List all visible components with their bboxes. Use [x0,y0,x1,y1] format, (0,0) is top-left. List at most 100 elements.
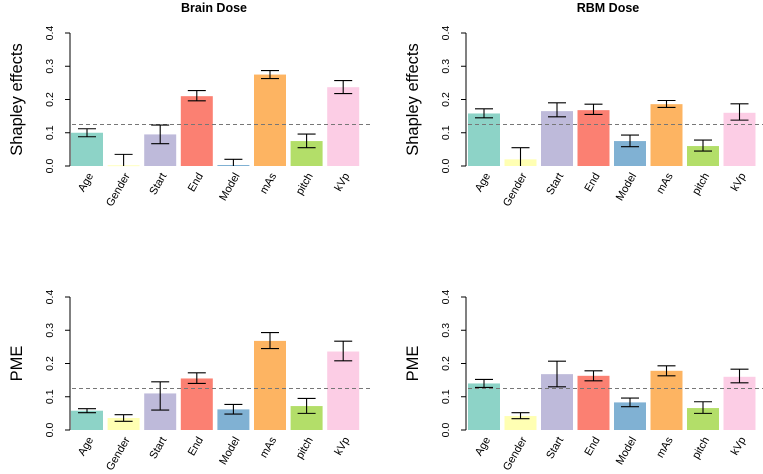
category-label-gender: Gender [501,171,530,209]
category-label-age: Age [473,435,493,458]
error-bar-model [621,397,639,408]
y-tick-label: 0.4 [440,26,452,41]
error-bar-start [151,381,170,411]
error-bar-end [584,103,603,116]
error-bar-mas [657,99,676,109]
y-tick-label: 0.3 [440,323,452,338]
error-bar-mas [261,70,279,80]
y-tick-label: 0.4 [440,290,452,305]
bar-mas [254,340,286,430]
y-tick-label: 0.3 [44,59,56,74]
error-bar-age [475,108,493,119]
y-tick-label: 0.2 [44,356,56,371]
y-tick-label: 0.0 [440,423,452,438]
error-bar-start [548,360,566,388]
error-bar-pitch [297,133,316,149]
y-tick-label: 0.2 [440,92,452,107]
bar-age [468,383,500,430]
y-axis-label: Shapley effects [404,43,422,156]
bar-kvp [327,87,360,166]
category-label-end: End [583,435,603,458]
error-bar-kvp [730,103,749,121]
bar-age [71,132,103,166]
bar-age [468,113,500,166]
y-tick-label: 0.1 [44,389,56,404]
bar-kvp [723,376,756,430]
category-label-model: Model [614,171,639,203]
y-axis-label: PME [404,346,422,382]
category-label-age: Age [76,435,96,458]
category-label-kvp: kVp [333,435,353,457]
category-label-model: Model [614,435,639,467]
y-tick-label: 0.4 [44,26,56,41]
y-tick-label: 0.4 [44,290,56,305]
error-bar-end [187,372,206,385]
bar-gender [107,418,140,430]
category-label-age: Age [473,171,493,194]
y-tick-label: 0.1 [44,125,56,140]
category-label-end: End [186,171,206,194]
category-label-age: Age [76,171,96,194]
category-label-pitch: pitch [690,435,712,461]
y-tick-label: 0.1 [440,125,452,140]
category-label-start: Start [147,171,169,197]
category-label-end: End [583,171,603,194]
error-bar-end [187,89,206,102]
y-tick-label: 0.0 [44,423,56,438]
bar-gender [504,416,537,430]
error-bar-start [151,124,170,145]
bar-mas [650,370,683,430]
category-label-gender: Gender [104,171,133,209]
chart-panel-2: RBM Dose Shapley effects 0.0 0.1 0.2 0.3 0.4 Ag… [404,1,763,209]
error-bar-pitch [694,139,712,152]
category-label-kvp: kVp [729,171,749,193]
category-label-mas: mAs [654,171,676,196]
category-label-pitch: pitch [294,171,316,197]
error-bar-model [224,403,243,415]
y-tick-label: 0.2 [440,356,452,371]
error-bar-age [475,378,493,388]
y-tick-label: 0.0 [44,159,56,174]
category-label-start: Start [544,171,566,197]
bar-end [180,96,213,166]
chart-panel-3: PME 0.0 0.1 0.2 0.3 0.4 Age Gender Start End Model… [8,290,372,473]
y-tick-label: 0.3 [44,323,56,338]
category-label-kvp: kVp [333,171,353,193]
category-label-pitch: pitch [294,435,316,461]
error-bar-mas [657,365,676,377]
bar-mas [254,74,286,166]
error-bar-age [78,408,96,414]
category-label-gender: Gender [104,435,133,473]
error-bar-model [621,134,639,148]
error-bar-pitch [297,397,316,414]
y-axis-label: Shapley effects [8,43,26,156]
bar-kvp [723,112,756,166]
error-bar-kvp [334,340,353,362]
y-tick-label: 0.0 [440,159,452,174]
bar-pitch [290,406,323,430]
category-label-model: Model [217,435,242,467]
error-bar-age [78,128,96,138]
error-bar-start [548,102,566,118]
category-label-mas: mAs [258,171,280,196]
error-bar-pitch [694,401,712,414]
error-bar-gender [114,414,133,422]
error-bar-kvp [334,79,353,95]
bar-end [180,378,213,430]
error-bar-gender [114,153,133,166]
bar-start [541,111,573,166]
category-label-mas: mAs [654,435,676,460]
bar-end [577,110,610,166]
error-bar-end [584,370,603,382]
bar-age [71,410,103,430]
error-bar-mas [261,332,279,350]
bar-mas [650,104,683,166]
error-bar-kvp [730,368,749,384]
category-label-start: Start [147,435,169,461]
y-tick-label: 0.3 [440,59,452,74]
bar-end [577,375,610,430]
chart-title: Brain Dose [181,1,247,15]
error-bar-model [224,158,243,166]
y-tick-label: 0.2 [44,92,56,107]
